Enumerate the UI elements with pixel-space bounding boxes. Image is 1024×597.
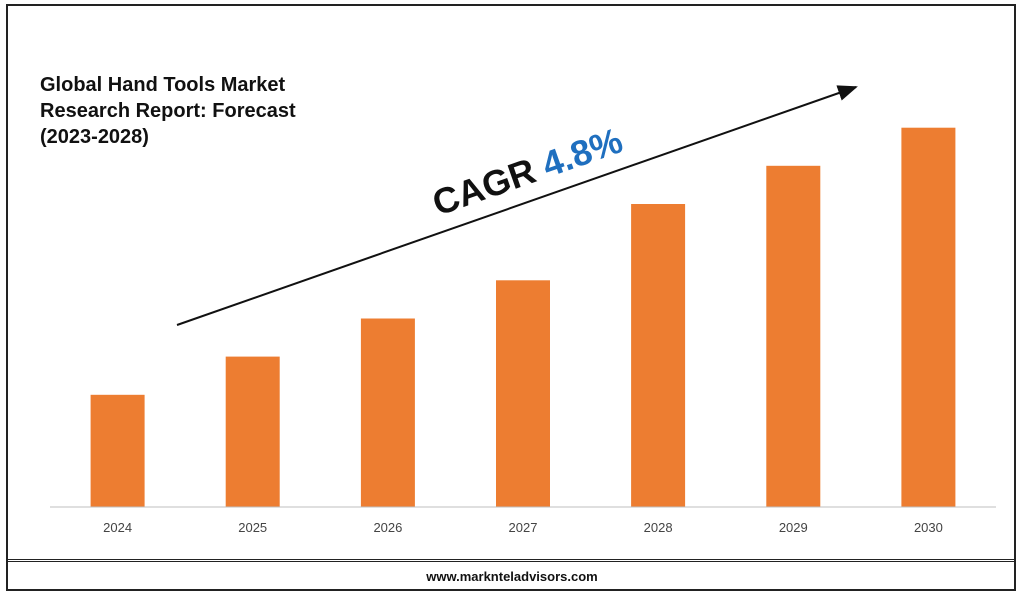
- x-tick-label-2029: 2029: [779, 520, 808, 535]
- bar-2030: [901, 127, 956, 507]
- trend-arrow: [176, 85, 858, 326]
- x-tick-label-2024: 2024: [103, 520, 132, 535]
- chart-title-line-1: Global Hand Tools Market: [40, 74, 286, 96]
- bar-2027: [496, 280, 550, 507]
- bar-2026: [360, 318, 415, 507]
- bar-2024: [90, 394, 145, 507]
- cagr-annotation: CAGR4.8%: [427, 119, 627, 223]
- x-tick-label-2030: 2030: [914, 520, 943, 535]
- x-tick-label-2025: 2025: [238, 520, 267, 535]
- chart-title: Global Hand Tools Market Research Report…: [40, 72, 340, 150]
- x-tick-label-2026: 2026: [373, 520, 402, 535]
- cagr-value: 4.8%: [537, 119, 628, 185]
- bar-2029: [766, 165, 821, 508]
- x-axis-tick-labels: 2024 2025 2026 2027 2028 2029 2030: [103, 520, 943, 535]
- cagr-label: CAGR: [427, 150, 541, 224]
- x-tick-label-2028: 2028: [644, 520, 673, 535]
- bar-2025: [225, 356, 280, 507]
- footer-divider: [6, 559, 1016, 562]
- bar-series: [90, 127, 956, 508]
- x-tick-label-2027: 2027: [509, 520, 538, 535]
- footer-website: www.marknteladvisors.com: [426, 569, 598, 584]
- chart-title-line-2: Research Report: Forecast: [40, 100, 296, 122]
- chart-title-line-3: (2023-2028): [40, 126, 149, 148]
- bar-2028: [631, 204, 686, 507]
